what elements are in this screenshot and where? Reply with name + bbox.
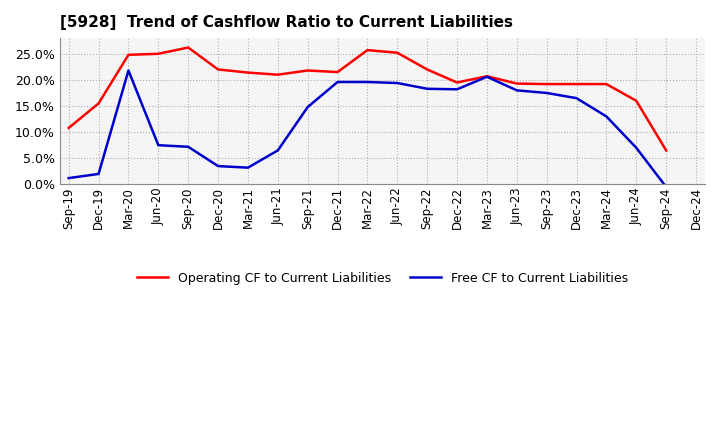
Operating CF to Current Liabilities bbox=[303, 68, 312, 73]
Line: Operating CF to Current Liabilities: Operating CF to Current Liabilities bbox=[68, 48, 666, 150]
Free CF to Current Liabilities bbox=[602, 114, 611, 119]
Operating CF to Current Liabilities bbox=[274, 72, 282, 77]
Operating CF to Current Liabilities bbox=[64, 125, 73, 131]
Free CF to Current Liabilities bbox=[363, 79, 372, 84]
Free CF to Current Liabilities bbox=[154, 143, 163, 148]
Operating CF to Current Liabilities bbox=[154, 51, 163, 56]
Legend: Operating CF to Current Liabilities, Free CF to Current Liabilities: Operating CF to Current Liabilities, Fre… bbox=[132, 267, 633, 290]
Free CF to Current Liabilities bbox=[94, 171, 103, 176]
Free CF to Current Liabilities bbox=[124, 68, 132, 73]
Free CF to Current Liabilities bbox=[662, 184, 670, 190]
Free CF to Current Liabilities bbox=[184, 144, 192, 150]
Operating CF to Current Liabilities bbox=[243, 70, 252, 75]
Text: [5928]  Trend of Cashflow Ratio to Current Liabilities: [5928] Trend of Cashflow Ratio to Curren… bbox=[60, 15, 513, 30]
Operating CF to Current Liabilities bbox=[124, 52, 132, 58]
Free CF to Current Liabilities bbox=[453, 87, 462, 92]
Free CF to Current Liabilities bbox=[214, 163, 222, 169]
Operating CF to Current Liabilities bbox=[333, 70, 342, 75]
Free CF to Current Liabilities bbox=[274, 148, 282, 153]
Operating CF to Current Liabilities bbox=[482, 73, 491, 79]
Operating CF to Current Liabilities bbox=[453, 80, 462, 85]
Operating CF to Current Liabilities bbox=[632, 98, 641, 103]
Free CF to Current Liabilities bbox=[64, 176, 73, 181]
Free CF to Current Liabilities bbox=[243, 165, 252, 170]
Operating CF to Current Liabilities bbox=[662, 148, 670, 153]
Line: Free CF to Current Liabilities: Free CF to Current Liabilities bbox=[68, 70, 666, 187]
Operating CF to Current Liabilities bbox=[572, 81, 581, 87]
Operating CF to Current Liabilities bbox=[513, 81, 521, 86]
Free CF to Current Liabilities bbox=[333, 79, 342, 84]
Operating CF to Current Liabilities bbox=[393, 50, 402, 55]
Operating CF to Current Liabilities bbox=[184, 45, 192, 50]
Free CF to Current Liabilities bbox=[632, 145, 641, 150]
Free CF to Current Liabilities bbox=[482, 74, 491, 79]
Free CF to Current Liabilities bbox=[572, 95, 581, 101]
Operating CF to Current Liabilities bbox=[542, 81, 551, 87]
Free CF to Current Liabilities bbox=[303, 104, 312, 110]
Operating CF to Current Liabilities bbox=[94, 101, 103, 106]
Free CF to Current Liabilities bbox=[513, 88, 521, 93]
Free CF to Current Liabilities bbox=[542, 90, 551, 95]
Operating CF to Current Liabilities bbox=[602, 81, 611, 87]
Free CF to Current Liabilities bbox=[423, 86, 431, 92]
Free CF to Current Liabilities bbox=[393, 81, 402, 86]
Operating CF to Current Liabilities bbox=[363, 48, 372, 53]
Operating CF to Current Liabilities bbox=[423, 67, 431, 72]
Operating CF to Current Liabilities bbox=[214, 67, 222, 72]
